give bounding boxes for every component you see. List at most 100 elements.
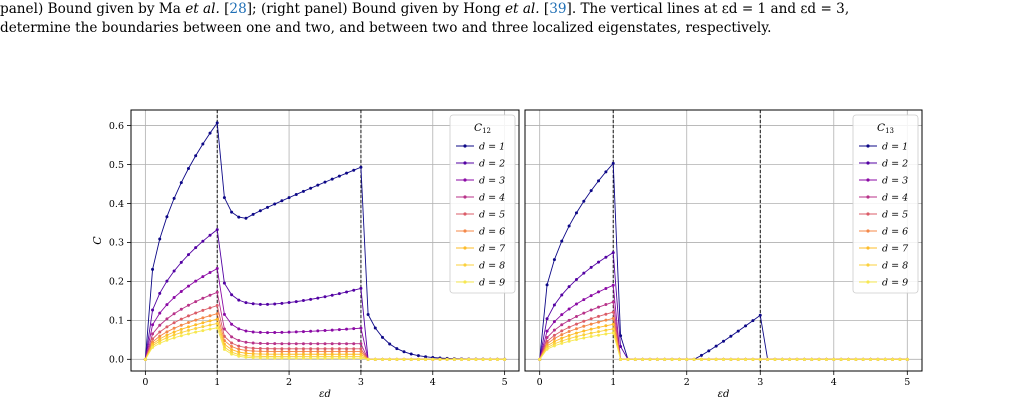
data-point	[359, 347, 363, 351]
data-point	[729, 357, 733, 361]
data-point	[251, 356, 255, 360]
series-line	[539, 301, 908, 360]
data-point	[258, 330, 262, 334]
data-point	[589, 308, 593, 312]
data-point	[165, 333, 169, 337]
data-point	[330, 177, 334, 181]
data-point	[582, 333, 586, 337]
data-point	[186, 321, 190, 325]
data-point	[251, 341, 255, 345]
data-point	[460, 357, 464, 361]
data-point	[597, 179, 601, 183]
data-point	[316, 356, 320, 360]
data-point	[330, 293, 334, 297]
data-point	[266, 342, 270, 346]
data-point	[237, 215, 241, 219]
citation-link[interactable]: 28	[229, 1, 247, 17]
data-point	[560, 336, 564, 340]
data-point	[589, 327, 593, 331]
y-tick-label: 0.6	[109, 121, 124, 132]
data-point	[287, 301, 291, 305]
data-point	[604, 324, 608, 328]
data-point	[172, 333, 176, 337]
data-point	[891, 357, 895, 361]
data-point	[151, 340, 155, 344]
data-point	[883, 357, 887, 361]
data-point	[545, 329, 549, 333]
axes-frame	[130, 109, 520, 372]
data-point	[359, 342, 363, 346]
data-point	[722, 339, 725, 343]
data-point	[215, 228, 219, 232]
data-point	[323, 329, 327, 333]
legend-marker	[463, 280, 467, 284]
data-point	[795, 357, 799, 361]
data-point	[736, 329, 740, 333]
figure-caption: panel) Bound given by Ma et al. [28]; (r…	[0, 0, 1022, 38]
data-point	[273, 331, 277, 335]
chart-panel-left: 0 1 2 3 4 5 εd 0.0 0.1 0.2 0.3 0.4 0.5 0.6 C C12 d = 1 d …	[91, 109, 520, 400]
data-point	[201, 142, 205, 146]
data-point	[316, 183, 320, 187]
data-point	[316, 352, 320, 356]
data-point	[582, 298, 586, 302]
data-point	[817, 357, 821, 361]
data-point	[280, 330, 284, 334]
y-tick-label: 0.0	[109, 355, 124, 366]
data-point	[244, 340, 248, 344]
data-point	[165, 279, 169, 283]
data-point	[194, 318, 198, 322]
data-point	[589, 189, 593, 193]
data-point	[869, 357, 873, 361]
data-point	[151, 308, 155, 312]
data-point	[165, 325, 169, 329]
data-point	[380, 335, 384, 339]
x-tick-label: 3	[757, 377, 763, 388]
y-axis-label: C	[91, 236, 104, 245]
legend-marker	[463, 229, 467, 233]
data-point	[215, 304, 219, 308]
caption-line-1: panel) Bound given by Ma et al. [28]; (r…	[0, 0, 1022, 19]
data-point	[294, 300, 298, 304]
data-point	[345, 356, 349, 360]
chart-panel-right: 0 1 2 3 4 5 εd C13 d = 1 d = 2 d = 3 d = 4 d = 5 d = …	[524, 109, 923, 400]
data-point	[280, 347, 284, 351]
data-point	[273, 202, 277, 206]
x-tick-label: 0	[537, 377, 543, 388]
data-point	[359, 326, 363, 330]
data-point	[222, 196, 226, 200]
data-point	[633, 357, 637, 361]
data-point	[208, 131, 212, 135]
data-point	[352, 356, 356, 360]
data-point	[373, 326, 377, 330]
data-point	[495, 357, 499, 361]
data-point	[222, 312, 226, 316]
data-point	[280, 349, 284, 353]
data-point	[316, 347, 320, 351]
data-point	[611, 251, 615, 255]
data-point	[589, 294, 593, 298]
data-point	[574, 315, 578, 319]
citation-link[interactable]: 39	[549, 1, 567, 17]
legend-entry: d = 9	[882, 278, 908, 289]
legend-entry: d = 6	[882, 227, 908, 238]
data-point	[266, 352, 270, 356]
data-point	[309, 350, 313, 354]
data-point	[352, 352, 356, 356]
data-point	[208, 293, 212, 297]
data-point	[323, 352, 327, 356]
data-point	[611, 331, 615, 335]
data-point	[301, 352, 305, 356]
data-point	[266, 205, 270, 209]
data-point	[604, 255, 608, 259]
data-point	[179, 289, 183, 293]
data-point	[208, 314, 212, 318]
data-point	[158, 337, 162, 341]
data-point	[215, 326, 219, 330]
data-point	[824, 357, 828, 361]
legend-entry: d = 2	[479, 159, 505, 170]
data-point	[345, 342, 349, 346]
data-point	[179, 260, 183, 264]
x-tick-label: 0	[142, 377, 148, 388]
data-point	[810, 357, 814, 361]
